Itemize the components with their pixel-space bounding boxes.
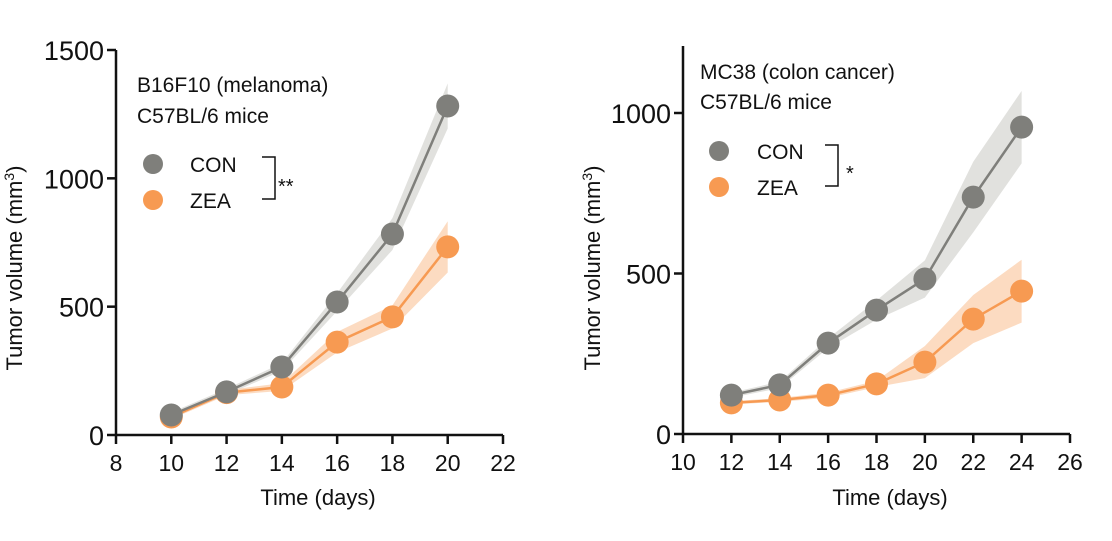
error-band-zea: [171, 221, 448, 420]
x-tick-label: 14: [767, 449, 793, 475]
x-tick-label: 26: [1057, 449, 1083, 475]
y-axis-label: Tumor volume (mm3): [579, 166, 605, 371]
data-point-con: [270, 355, 294, 379]
legend-marker-zea: [709, 177, 729, 197]
data-point-zea: [913, 350, 937, 374]
legend-label-zea: ZEA: [190, 190, 231, 213]
x-axis-label: Time (days): [832, 485, 947, 510]
x-tick-label: 22: [490, 450, 516, 476]
data-point-zea: [325, 330, 349, 354]
data-point-zea: [961, 307, 985, 331]
data-point-zea: [436, 235, 460, 259]
legend-marker-zea: [143, 190, 163, 210]
x-tick-label: 10: [670, 449, 696, 475]
y-tick-label: 1000: [611, 99, 671, 129]
error-band-zea: [731, 259, 1022, 405]
legend-label-zea: ZEA: [757, 177, 798, 200]
y-tick-label: 1500: [44, 36, 104, 66]
chart-b16f10: 8 10 12 14 16 18 20 22 0 500 1000 1500 B16F10 (mela…: [1, 36, 516, 510]
data-point-zea: [816, 383, 840, 407]
annotation-line-1: MC38 (colon cancer): [700, 61, 895, 84]
x-tick-label: 8: [110, 450, 123, 476]
legend-label-con: CON: [190, 154, 237, 177]
y-tick-label: 1000: [44, 164, 104, 194]
data-point-zea: [865, 372, 888, 396]
annotation-line-2: C57BL/6 mice: [137, 105, 269, 128]
y-axis-label: Tumor volume (mm3): [1, 166, 27, 371]
data-point-zea: [380, 305, 404, 329]
data-point-con: [159, 403, 183, 427]
legend-marker-con: [143, 154, 163, 174]
data-point-con: [719, 383, 743, 407]
data-point-con: [768, 373, 792, 397]
x-tick-label: 22: [960, 449, 986, 475]
data-point-con: [215, 380, 239, 404]
annotation-line-2: C57BL/6 mice: [700, 91, 832, 114]
y-tick-label: 500: [626, 260, 671, 290]
y-tick-label: 0: [656, 420, 671, 450]
x-tick-label: 20: [912, 449, 938, 475]
legend-marker-con: [709, 141, 729, 161]
significance-bracket: [825, 144, 839, 187]
x-tick-label: 12: [214, 450, 240, 476]
x-tick-label: 24: [1009, 449, 1035, 475]
data-point-con: [380, 222, 404, 246]
x-tick-label: 12: [719, 449, 745, 475]
data-point-con: [816, 331, 840, 355]
x-tick-label: 16: [324, 450, 350, 476]
plot-area: 8 10 12 14 16 18 20 22 0 500 1000 1500: [44, 36, 516, 476]
data-point-con: [436, 94, 460, 118]
data-point-con: [865, 298, 888, 322]
error-band-con: [731, 90, 1022, 398]
data-point-zea: [270, 375, 294, 399]
x-axis-label: Time (days): [260, 485, 375, 510]
data-point-zea: [1010, 279, 1034, 303]
data-point-con: [913, 267, 937, 291]
data-point-con: [1010, 115, 1034, 139]
significance-marker: *: [846, 163, 854, 185]
data-point-con: [961, 185, 985, 209]
x-tick-label: 10: [158, 450, 184, 476]
annotation-line-1: B16F10 (melanoma): [137, 74, 328, 97]
chart-mc38: 10 12 14 16 18 20 22 24 26 0 500 1000 MC38 (colon c…: [579, 46, 1083, 510]
x-tick-label: 16: [815, 449, 841, 475]
significance-marker: **: [278, 176, 294, 198]
data-point-con: [325, 290, 349, 314]
y-tick-label: 500: [59, 293, 104, 323]
significance-bracket: [262, 156, 276, 200]
x-tick-label: 20: [435, 450, 461, 476]
y-tick-label: 0: [89, 421, 104, 451]
x-tick-label: 18: [864, 449, 890, 475]
legend-label-con: CON: [757, 141, 804, 164]
x-tick-label: 14: [269, 450, 295, 476]
plot-area: 10 12 14 16 18 20 22 24 26 0 500 1000: [611, 46, 1083, 475]
x-tick-label: 18: [380, 450, 406, 476]
